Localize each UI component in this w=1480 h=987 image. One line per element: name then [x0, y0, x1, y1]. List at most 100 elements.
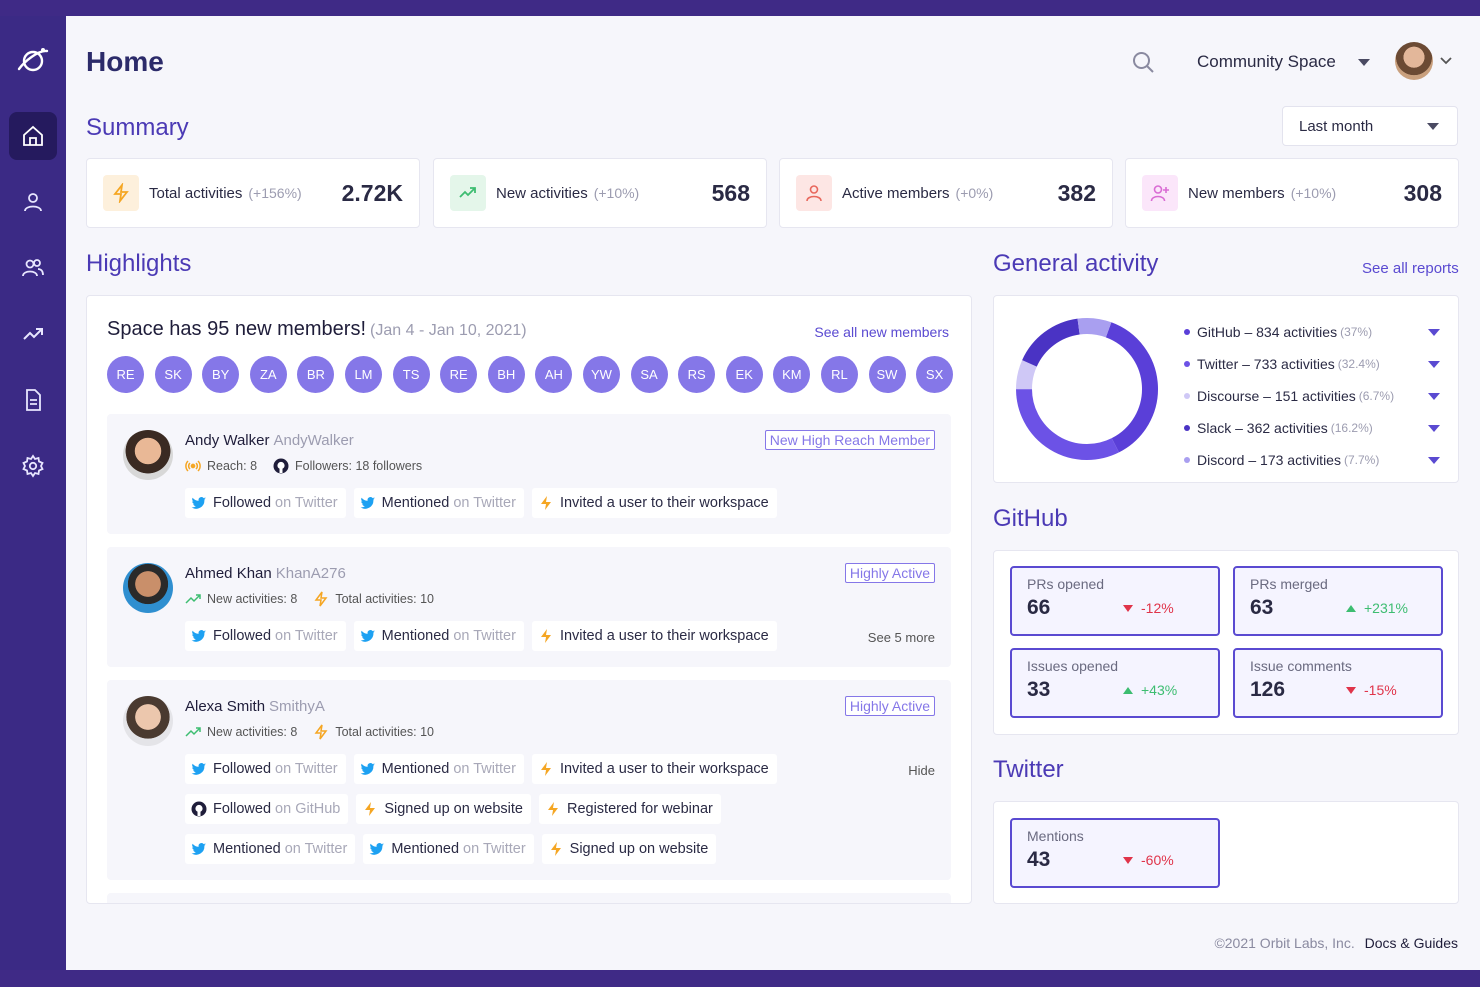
member-chip[interactable]: ZA — [249, 356, 287, 393]
donut-slice-github[interactable] — [1105, 322, 1158, 453]
member-handle: KhanA276 — [275, 565, 346, 582]
sidebar-item-members[interactable] — [9, 244, 57, 292]
stat-change: (+10%) — [1290, 185, 1337, 201]
activity-verb: Signed up on website — [569, 841, 709, 857]
activity-verb: Followed — [213, 801, 272, 817]
member-chip[interactable]: AH — [535, 356, 573, 393]
activity-chip[interactable]: Followed on Twitter — [185, 754, 346, 784]
member-chip[interactable]: SA — [630, 356, 668, 393]
donut-slice-twitter[interactable] — [1016, 388, 1119, 460]
member-chip[interactable]: SK — [154, 356, 192, 393]
activity-chip[interactable]: Mentioned on Twitter — [353, 754, 524, 784]
avatar[interactable] — [123, 696, 173, 746]
activity-chip[interactable]: Followed on Twitter — [185, 621, 346, 651]
metric-prs-merged[interactable]: PRs merged 63 +231% — [1233, 566, 1443, 636]
highlights-headline: Space has 95 new members! (Jan 4 - Jan 10… — [107, 318, 527, 341]
activity-chip[interactable]: Mentioned on Twitter — [363, 834, 534, 864]
trend-up-icon — [450, 175, 486, 211]
activity-chip[interactable]: Invited a user to their workspace — [531, 754, 777, 784]
member-chip[interactable]: RS — [678, 356, 716, 393]
broadcast-icon — [185, 460, 201, 472]
legend-source: GitHub — [1197, 324, 1241, 340]
hide-link[interactable]: Hide — [908, 763, 935, 778]
legend-text: – 151 activities — [1263, 388, 1356, 404]
status-badge: Highly Active — [844, 696, 935, 716]
sidebar-item-home[interactable] — [9, 112, 57, 160]
activity-chip[interactable]: Signed up on website — [356, 794, 531, 824]
see-all-reports-link[interactable]: See all reports — [1362, 260, 1459, 277]
orbit-logo-icon[interactable] — [14, 42, 52, 80]
metric-issue-comments[interactable]: Issue comments 126 -15% — [1233, 648, 1443, 718]
metric-label: Mentions — [1027, 828, 1084, 844]
member-name-text[interactable]: Ahmed Khan — [185, 565, 272, 582]
member-chip[interactable]: KM — [773, 356, 811, 393]
see-more-link[interactable]: See 5 more — [867, 630, 935, 645]
member-chip[interactable]: RL — [820, 356, 858, 393]
member-name-text[interactable]: Andy Walker — [185, 432, 270, 449]
member-chip[interactable]: EK — [725, 356, 763, 393]
activity-chip[interactable]: Signed up on website — [541, 834, 717, 864]
member-chip[interactable]: SX — [916, 356, 954, 393]
member-chip[interactable]: BH — [487, 356, 525, 393]
donut-slice-discord[interactable] — [1077, 318, 1112, 338]
lightning-icon — [540, 496, 551, 510]
legend-item-twitter[interactable]: Twitter – 733 activities (32.4%) — [1184, 348, 1440, 380]
activity-chip[interactable]: Mentioned on Twitter — [353, 488, 524, 518]
twitter-icon — [191, 630, 206, 642]
space-selector[interactable]: Community Space — [1197, 50, 1370, 74]
stat-value: 568 — [711, 179, 750, 206]
member-chip[interactable]: RE — [107, 356, 144, 393]
member-chip[interactable]: RE — [440, 356, 478, 393]
member-chip[interactable]: SW — [868, 356, 906, 393]
period-dropdown[interactable]: Last month — [1282, 106, 1458, 146]
sidebar-item-documents[interactable] — [9, 376, 57, 424]
caret-down-icon[interactable] — [1428, 360, 1440, 368]
activity-chip[interactable]: Followed on Twitter — [185, 488, 346, 518]
user-avatar[interactable] — [1395, 42, 1433, 80]
activity-chip[interactable]: Followed on GitHub — [185, 794, 349, 824]
legend-item-discourse[interactable]: Discourse – 151 activities (6.7%) — [1184, 380, 1440, 412]
legend-item-discord[interactable]: Discord – 173 activities (7.7%) — [1184, 444, 1440, 476]
member-chip[interactable]: BY — [202, 356, 240, 393]
member-name: Andy Walker AndyWalker — [185, 432, 354, 449]
sidebar — [0, 16, 66, 970]
avatar[interactable] — [123, 563, 173, 613]
activity-chip[interactable]: Mentioned on Twitter — [185, 834, 356, 864]
caret-down-icon[interactable] — [1428, 328, 1440, 336]
caret-down-icon[interactable] — [1428, 424, 1440, 432]
legend-item-github[interactable]: GitHub – 834 activities (37%) — [1184, 316, 1440, 348]
caret-down-icon[interactable] — [1428, 392, 1440, 400]
legend-source: Slack — [1197, 420, 1232, 436]
donut-slice-discourse[interactable] — [1016, 360, 1037, 390]
sidebar-item-member[interactable] — [9, 178, 57, 226]
donut-slice-slack[interactable] — [1022, 318, 1081, 367]
stat-value: 2.72K — [341, 179, 403, 206]
metric-issues-opened[interactable]: Issues opened 33 +43% — [1010, 648, 1220, 718]
caret-down-icon[interactable] — [1428, 456, 1440, 464]
member-chip[interactable]: TS — [392, 356, 430, 393]
caret-down-icon — [1427, 122, 1439, 130]
search-icon[interactable] — [1131, 50, 1155, 74]
member-chip[interactable]: YW — [582, 356, 620, 393]
activity-chip[interactable]: Invited a user to their workspace — [531, 488, 777, 518]
activity-source: on Twitter — [463, 841, 526, 857]
member-name-text[interactable]: Alexa Smith — [185, 698, 266, 715]
member-chip[interactable]: LM — [344, 356, 382, 393]
activity-source: on Twitter — [275, 495, 338, 511]
metric-mentions[interactable]: Mentions 43 -60% — [1010, 818, 1220, 888]
legend-item-slack[interactable]: Slack – 362 activities (16.2%) — [1184, 412, 1440, 444]
activity-chip[interactable]: Registered for webinar — [538, 794, 721, 824]
member-card-andy-walker: Andy Walker AndyWalker Reach: 8 Followers… — [107, 414, 951, 534]
twitter-card: Mentions 43 -60% — [993, 801, 1459, 904]
metric-prs-opened[interactable]: PRs opened 66 -12% — [1010, 566, 1220, 636]
avatar[interactable] — [123, 430, 173, 480]
activity-chip[interactable]: Invited a user to their workspace — [531, 621, 777, 651]
chevron-down-icon[interactable] — [1439, 54, 1453, 68]
stat-value: 382 — [1057, 179, 1096, 206]
activity-chip[interactable]: Mentioned on Twitter — [353, 621, 524, 651]
member-chip[interactable]: BR — [297, 356, 335, 393]
see-all-new-members-link[interactable]: See all new members — [814, 324, 949, 340]
docs-guides-link[interactable]: Docs & Guides — [1364, 935, 1458, 951]
sidebar-item-reports[interactable] — [9, 310, 57, 358]
sidebar-item-settings[interactable] — [9, 442, 57, 490]
